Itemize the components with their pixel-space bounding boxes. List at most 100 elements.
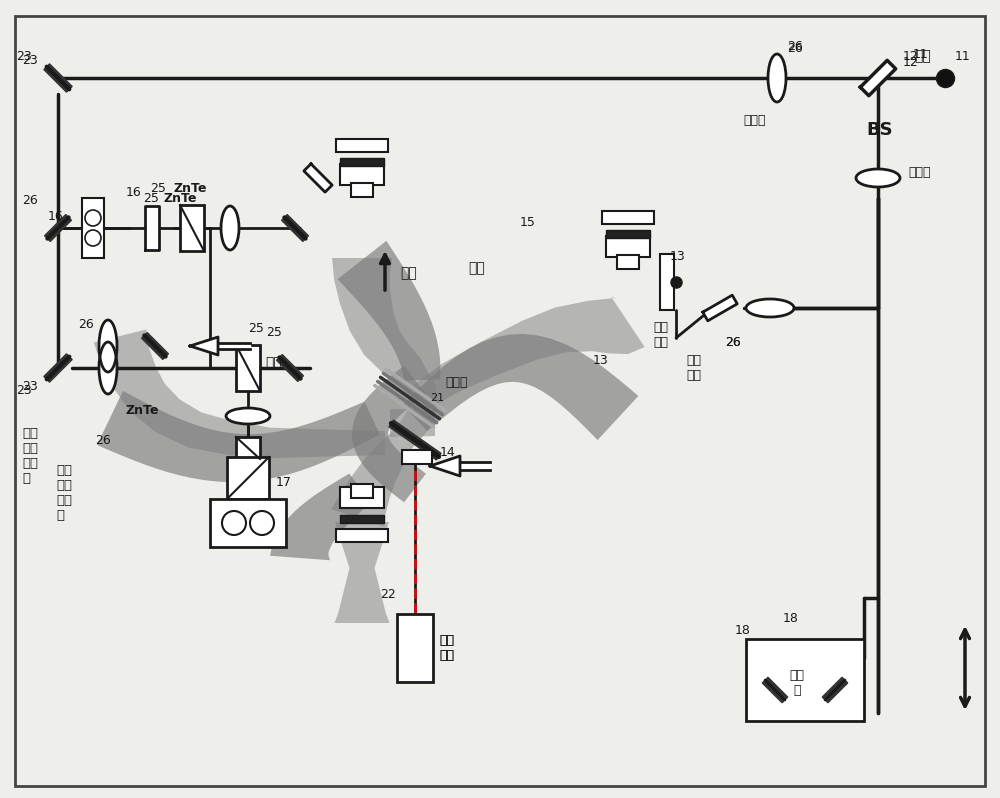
Polygon shape <box>97 391 380 482</box>
Polygon shape <box>44 354 72 382</box>
Text: 23: 23 <box>22 53 38 66</box>
Polygon shape <box>860 61 896 96</box>
Circle shape <box>250 511 274 535</box>
Bar <box>660 254 674 310</box>
Polygon shape <box>145 206 159 250</box>
Text: 光闸: 光闸 <box>468 261 485 275</box>
Text: 26: 26 <box>78 318 94 330</box>
Text: 26: 26 <box>787 39 803 53</box>
Text: 26: 26 <box>95 433 111 447</box>
Polygon shape <box>461 462 490 470</box>
Polygon shape <box>338 241 440 381</box>
Bar <box>236 345 260 391</box>
Text: 26: 26 <box>725 337 741 350</box>
Ellipse shape <box>856 169 900 187</box>
Text: 16: 16 <box>48 210 64 223</box>
Polygon shape <box>331 432 412 527</box>
Polygon shape <box>822 678 848 703</box>
Text: ZnTe: ZnTe <box>125 404 158 417</box>
Text: ZnTe: ZnTe <box>174 181 208 195</box>
Text: 18: 18 <box>783 611 799 625</box>
Text: 25: 25 <box>150 181 166 195</box>
Text: 21: 21 <box>430 393 444 403</box>
Bar <box>340 516 384 523</box>
Text: 25: 25 <box>266 326 282 338</box>
Text: 16: 16 <box>126 185 142 199</box>
Text: 23: 23 <box>16 49 32 62</box>
Text: 光电
平衡
探测
器: 光电 平衡 探测 器 <box>22 427 38 485</box>
Polygon shape <box>352 365 426 502</box>
Bar <box>402 450 432 464</box>
Text: 衰减片: 衰减片 <box>744 113 766 127</box>
Polygon shape <box>304 164 332 192</box>
Polygon shape <box>390 409 435 437</box>
Text: 13: 13 <box>593 354 609 366</box>
Text: 26: 26 <box>22 193 38 207</box>
Text: 定位
激光: 定位 激光 <box>439 634 454 662</box>
Text: 材料板: 材料板 <box>445 377 468 389</box>
Polygon shape <box>412 298 610 409</box>
Text: 25: 25 <box>248 322 264 334</box>
Polygon shape <box>142 333 168 359</box>
Text: 23: 23 <box>22 380 38 393</box>
Text: 光电
平衡
探测
器: 光电 平衡 探测 器 <box>56 464 72 522</box>
Bar <box>227 457 269 499</box>
Text: 11: 11 <box>913 48 929 61</box>
Ellipse shape <box>221 206 239 250</box>
Text: 23: 23 <box>16 384 32 397</box>
Bar <box>397 614 433 682</box>
Text: 26: 26 <box>725 335 741 349</box>
Polygon shape <box>762 678 788 703</box>
Polygon shape <box>389 420 441 460</box>
Text: 14: 14 <box>440 447 456 460</box>
Bar <box>340 158 384 166</box>
Ellipse shape <box>768 54 786 102</box>
Bar <box>617 255 639 270</box>
Polygon shape <box>190 337 218 355</box>
Text: 22: 22 <box>380 587 396 601</box>
Ellipse shape <box>226 408 270 424</box>
Polygon shape <box>703 295 737 321</box>
Text: BS: BS <box>866 121 893 139</box>
Polygon shape <box>332 258 427 389</box>
Polygon shape <box>270 473 371 560</box>
Circle shape <box>222 511 246 535</box>
Polygon shape <box>45 215 71 242</box>
Bar <box>351 184 373 197</box>
Polygon shape <box>94 330 385 458</box>
Bar <box>82 198 104 258</box>
Bar <box>746 639 864 721</box>
Bar <box>336 140 388 152</box>
Ellipse shape <box>99 342 117 394</box>
Polygon shape <box>610 297 645 354</box>
Text: 发射
天线: 发射 天线 <box>686 354 701 382</box>
Ellipse shape <box>746 299 794 317</box>
Bar <box>180 205 204 251</box>
Text: ZnTe: ZnTe <box>164 192 198 204</box>
Text: 12: 12 <box>903 49 919 62</box>
Text: 25: 25 <box>143 192 159 204</box>
Bar <box>340 164 384 185</box>
Polygon shape <box>282 215 308 242</box>
Bar <box>602 211 654 223</box>
Text: 13: 13 <box>670 250 686 263</box>
Polygon shape <box>334 568 390 623</box>
Bar <box>340 487 384 508</box>
Bar <box>606 230 650 238</box>
Text: 延迟
线: 延迟 线 <box>790 669 804 697</box>
Text: 18: 18 <box>735 623 751 637</box>
Polygon shape <box>430 456 460 476</box>
Polygon shape <box>403 334 638 440</box>
Text: 发射
天线: 发射 天线 <box>653 321 668 349</box>
Bar <box>236 437 260 459</box>
Text: 11: 11 <box>955 49 971 62</box>
Text: 定位
激光: 定位 激光 <box>439 634 454 662</box>
Ellipse shape <box>99 320 117 372</box>
Text: 反射: 反射 <box>265 356 282 370</box>
Bar <box>351 484 373 498</box>
Bar <box>606 236 650 257</box>
Polygon shape <box>44 64 72 92</box>
Text: 透射: 透射 <box>400 266 417 280</box>
Polygon shape <box>335 522 389 568</box>
Text: 17: 17 <box>276 476 292 489</box>
